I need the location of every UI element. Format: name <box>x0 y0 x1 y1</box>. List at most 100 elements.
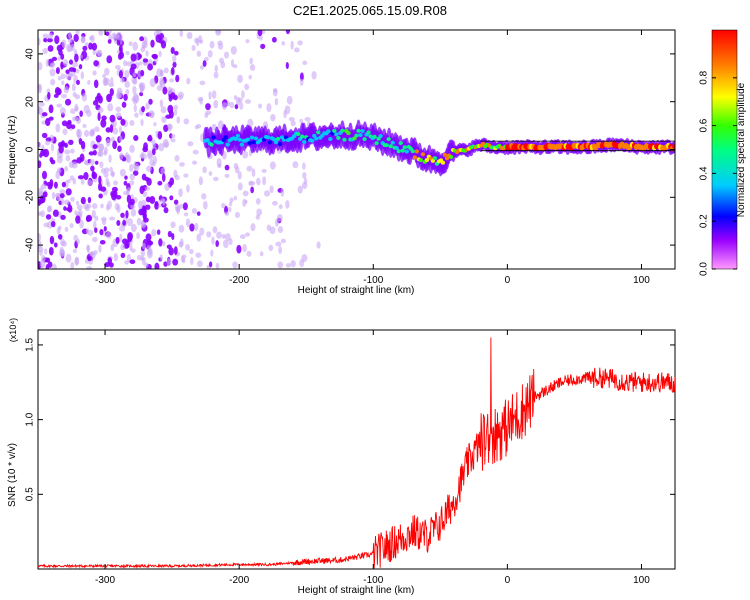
spectrogram-noise-cell <box>272 200 278 206</box>
spectrogram-noise-cell <box>38 62 43 71</box>
spectrogram-noise-cell <box>216 231 222 239</box>
spectrogram-noise-cell <box>60 238 66 247</box>
spectrogram-ridge-cell <box>275 136 281 141</box>
spectrogram-noise-cell <box>211 236 215 245</box>
spectrogram-noise-cell <box>302 162 306 170</box>
spectrogram-noise-cell <box>176 116 181 124</box>
spectrogram-noise-cell <box>138 200 143 209</box>
spectrogram-ridge-cell <box>394 146 399 151</box>
spectrogram-noise-cell <box>95 135 102 143</box>
spectrogram-noise-cell <box>72 67 77 73</box>
spectrogram-noise-cell <box>56 88 62 96</box>
spectrogram-noise-cell <box>170 134 176 139</box>
spectrogram-noise-cell <box>255 214 261 220</box>
spectrogram-noise-cell <box>285 263 291 268</box>
snr-x-tick-label: -200 <box>229 575 249 586</box>
spectrogram-noise-cell <box>205 110 212 116</box>
spectrogram-noise-cell <box>61 181 67 188</box>
spectrogram-noise-cell <box>167 104 174 114</box>
spectrogram-noise-cell <box>89 159 95 166</box>
spectrogram-noise-cell <box>261 30 266 35</box>
spectrogram-noise-cell <box>144 186 151 191</box>
spectrogram-noise-cell <box>165 114 172 119</box>
spectrogram-noise-cell <box>85 216 91 223</box>
spectrogram-noise-cell <box>256 208 263 216</box>
spectrogram-noise-cell <box>167 230 172 238</box>
spectrogram-noise-cell <box>215 240 219 248</box>
spectrogram-noise-cell <box>38 106 44 115</box>
spectrogram-noise-cell <box>93 79 99 89</box>
spectrogram-noise-cell <box>100 167 106 174</box>
spectrogram-noise-cell <box>170 221 176 229</box>
spectrogram-noise-cell <box>132 78 138 85</box>
spectrogram-noise-cell <box>286 95 293 105</box>
spectrogram-noise-cell <box>199 80 206 86</box>
spectrogram-noise-cell <box>177 94 184 100</box>
snr-y-axis-label: SNR (10 * v/v) <box>7 443 18 507</box>
spectrogram-noise-cell <box>228 238 233 246</box>
spectrogram-noise-cell <box>48 32 54 40</box>
spectrogram-noise-cell <box>269 226 276 235</box>
spectrogram-noise-cell <box>132 170 139 176</box>
spectrogram-ridge-cell <box>235 133 241 138</box>
spectrogram-noise-cell <box>155 34 162 43</box>
spectrogram-noise-cell <box>109 216 116 221</box>
spectrogram-noise-cell <box>195 37 200 47</box>
spectrogram-noise-cell <box>280 238 287 244</box>
spectrogram-noise-cell <box>51 191 56 200</box>
spectrogram-noise-cell <box>202 200 208 210</box>
spectrogram-noise-cell <box>132 41 138 51</box>
spectrogram-noise-cell <box>50 143 55 152</box>
spectrogram-x-axis-label: Height of straight line (km) <box>298 285 415 296</box>
spectrogram-ridge-cell <box>265 135 271 140</box>
spectrogram-noise-cell <box>82 123 87 128</box>
spectrogram-ridge-cell <box>247 141 253 146</box>
spectrogram-noise-cell <box>196 211 201 216</box>
spectrogram-ridge-cell <box>310 138 315 143</box>
spectrogram-noise-cell <box>48 116 54 121</box>
spectrogram-noise-cell <box>157 180 163 186</box>
spectrogram-noise-cell <box>276 214 283 222</box>
spectrogram-noise-cell <box>285 200 290 209</box>
spectrogram-ridge-cell <box>374 141 379 146</box>
spectrogram-noise-cell <box>151 229 157 237</box>
spectrogram-noise-cell <box>159 69 164 77</box>
spectrogram-noise-cell <box>157 131 163 140</box>
spectrogram-noise-cell <box>76 79 80 86</box>
spectrogram-noise-cell <box>80 35 86 44</box>
spectrogram-noise-cell <box>162 240 166 247</box>
spectrogram-ridge-cell <box>328 137 333 142</box>
spectrogram-noise-cell <box>179 238 184 247</box>
spectrogram-noise-cell <box>174 154 180 162</box>
spectrogram-noise-cell <box>151 148 156 156</box>
spectrogram-noise-cell <box>217 40 223 46</box>
spectrogram-noise-cell <box>80 71 85 80</box>
snr-x-ticks: -300 -200 -100 0 100 <box>95 330 650 586</box>
spectrogram-noise-cell <box>191 208 198 214</box>
spectrogram-noise-cell <box>105 31 110 37</box>
spectrogram-ridge-cell <box>410 149 416 154</box>
spectrogram-noise-cell <box>101 218 107 226</box>
spectrogram-noise-cell <box>73 234 78 242</box>
spectrogram-noise-cell <box>283 109 287 119</box>
spectrogram-noise-cell <box>42 33 49 39</box>
spectrogram-noise-cell <box>167 86 173 95</box>
spectrogram-ridge-cell <box>301 139 307 144</box>
spectrogram-noise-cell <box>75 30 80 36</box>
spectrogram-noise-cell <box>122 219 126 226</box>
spectrogram-noise-cell <box>129 173 136 181</box>
spectrogram-noise-cell <box>257 30 263 37</box>
spectrogram-ridge-cell <box>225 142 230 147</box>
spectrogram-noise-cell <box>144 204 151 210</box>
spectrogram-noise-cell <box>128 41 133 47</box>
spectrogram-noise-cell <box>162 86 168 95</box>
spectrogram-noise-cell <box>316 241 321 249</box>
spectrogram-noise-cell <box>185 244 190 251</box>
spectrogram-noise-cell <box>64 98 72 106</box>
spectrogram-noise-cell <box>70 196 75 202</box>
chart-title: C2E1.2025.065.15.09.R08 <box>293 3 447 18</box>
spectrogram-noise-cell <box>98 244 102 253</box>
spectrogram-noise-cell <box>304 116 311 122</box>
spectrogram-noise-cell <box>126 253 131 263</box>
spectrogram-noise-cell <box>168 94 173 102</box>
